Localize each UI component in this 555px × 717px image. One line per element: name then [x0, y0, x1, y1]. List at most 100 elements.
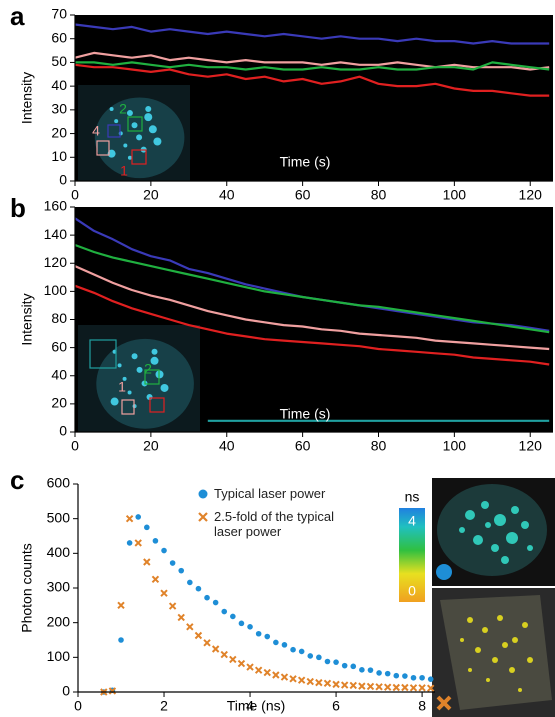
y-tick-label: 120 [44, 254, 68, 270]
point [393, 672, 400, 679]
roi-box [131, 149, 147, 165]
point [247, 624, 253, 630]
y-tick-label: 0 [62, 683, 70, 699]
point [375, 683, 383, 691]
y-tick-label: 10 [51, 148, 67, 164]
x-axis-label: Time (ns) [227, 698, 286, 714]
inset-focus [151, 348, 158, 355]
roi-box [96, 140, 110, 156]
x-tick-label: 80 [371, 438, 387, 454]
series-line [74, 63, 550, 97]
point [272, 671, 280, 679]
series-line [74, 265, 550, 351]
point [402, 673, 408, 679]
point [323, 679, 332, 688]
x-tick-label: 120 [519, 438, 543, 454]
inset-focus [153, 137, 162, 146]
inset-focus [160, 383, 169, 392]
point [117, 601, 125, 610]
legend-label: Typical laser power [214, 486, 326, 501]
roi-label: 2 [144, 361, 152, 377]
point [221, 608, 228, 615]
point [237, 659, 246, 668]
y-axis-label: Photon counts [19, 543, 35, 633]
point [143, 558, 151, 566]
roi-box [121, 399, 135, 415]
x-tick-label: 60 [295, 187, 311, 203]
y-tick-label: 70 [51, 6, 67, 22]
point [229, 655, 237, 664]
inset-focus [144, 113, 153, 122]
inset-focus [117, 363, 122, 368]
x-tick-label: 100 [443, 187, 467, 203]
point [281, 642, 288, 648]
roi-label: 2 [119, 101, 127, 117]
y-tick-label: 50 [51, 53, 67, 69]
point [427, 676, 434, 682]
roi-box [144, 369, 160, 385]
point [152, 538, 159, 544]
panel-letter: c [10, 465, 24, 495]
inset-focus [109, 107, 114, 111]
series-line [74, 23, 550, 45]
point [203, 639, 211, 647]
point [409, 684, 418, 692]
point [280, 673, 289, 681]
point [161, 547, 167, 554]
y-tick-label: 40 [51, 366, 67, 382]
series-line [75, 61, 550, 71]
point [290, 646, 296, 653]
y-axis-label: Intensity [19, 72, 35, 124]
marker-icon [436, 564, 452, 580]
point [169, 560, 176, 566]
colorbar-tick-label: 4 [408, 513, 416, 529]
point [392, 683, 400, 692]
inset-focus [148, 125, 157, 134]
y-tick-label: 140 [44, 226, 68, 242]
point [410, 674, 417, 681]
y-tick-label: 40 [51, 77, 67, 93]
point [160, 589, 168, 597]
y-tick-label: 0 [59, 423, 67, 439]
point [366, 682, 375, 691]
point [298, 648, 305, 655]
roi-box [107, 124, 121, 138]
point [144, 524, 150, 531]
point [332, 680, 340, 689]
inset-focus [150, 356, 159, 365]
point [418, 684, 426, 692]
point [108, 687, 117, 695]
cell [437, 484, 547, 576]
point [134, 539, 142, 547]
point [212, 599, 219, 606]
point [340, 681, 349, 689]
roi-box [127, 116, 143, 132]
roi-label: 1 [120, 163, 128, 179]
point [187, 579, 193, 586]
point [358, 682, 366, 690]
legend-marker [198, 512, 208, 522]
roi-label: 4 [92, 123, 100, 139]
inset-focus [118, 131, 123, 136]
inset-focus [145, 106, 152, 112]
y-tick-label: 30 [51, 101, 67, 117]
point [349, 681, 357, 690]
point [350, 663, 357, 670]
point [333, 659, 339, 665]
x-tick-label: 120 [519, 187, 543, 203]
legend-label: 2.5-fold of the typical laser power [214, 509, 334, 539]
point [118, 637, 124, 643]
inset-focus [136, 134, 143, 141]
point [194, 631, 203, 640]
y-tick-label: 80 [51, 310, 67, 326]
point [254, 666, 263, 674]
series-line [74, 284, 550, 366]
point [151, 575, 160, 584]
legend-marker [198, 489, 208, 499]
x-tick-label: 40 [219, 187, 235, 203]
y-tick-label: 500 [47, 509, 71, 525]
y-tick-label: 400 [47, 544, 71, 560]
colorbar-label: ns [405, 489, 420, 505]
point [177, 613, 185, 622]
